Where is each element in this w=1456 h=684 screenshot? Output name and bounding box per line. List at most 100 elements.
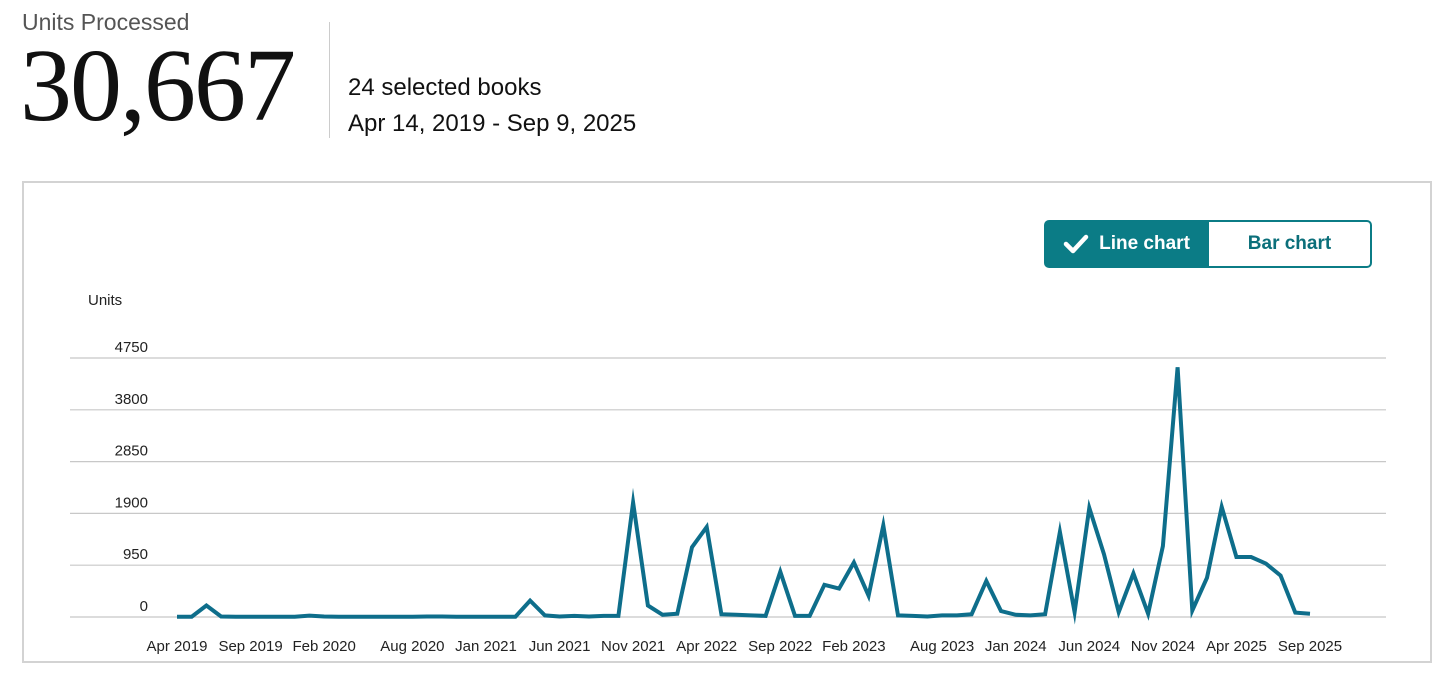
data-point: [1043, 612, 1047, 616]
data-point: [190, 615, 194, 619]
data-point: [734, 613, 738, 617]
x-tick-label: Apr 2022: [676, 638, 737, 655]
y-tick-label: 1900: [115, 494, 148, 511]
data-point: [249, 615, 253, 619]
data-point: [234, 615, 238, 619]
data-point: [1176, 365, 1180, 369]
data-point: [616, 614, 620, 618]
data-point: [867, 594, 871, 598]
data-point: [1131, 571, 1135, 575]
data-point: [572, 614, 576, 618]
data-point: [558, 615, 562, 619]
data-point: [366, 615, 370, 619]
data-point: [293, 615, 297, 619]
data-point: [1117, 610, 1121, 614]
data-point: [322, 615, 326, 619]
units-processed-total: 30,667: [20, 28, 296, 143]
data-point: [469, 615, 473, 619]
x-tick-label: Jan 2021: [455, 638, 517, 655]
data-point: [1249, 555, 1253, 559]
x-tick-label: Jun 2024: [1058, 638, 1120, 655]
y-tick-label: 4750: [115, 339, 148, 356]
data-point: [381, 615, 385, 619]
data-point: [793, 614, 797, 618]
y-tick-label: 3800: [115, 391, 148, 408]
y-tick-label: 950: [123, 546, 148, 563]
data-point: [690, 545, 694, 549]
data-point: [1190, 609, 1194, 613]
data-point: [705, 525, 709, 529]
data-point: [911, 614, 915, 618]
chart-type-toggle: Line chart Bar chart: [1044, 220, 1372, 268]
data-point: [1264, 562, 1268, 566]
data-point: [1058, 530, 1062, 534]
data-point: [837, 587, 841, 591]
bar-chart-label: Bar chart: [1247, 233, 1332, 254]
x-tick-label: Apr 2019: [147, 638, 208, 655]
x-tick-label: Aug 2023: [910, 638, 974, 655]
x-tick-label: Apr 2025: [1206, 638, 1267, 655]
date-range: Apr 14, 2019 - Sep 9, 2025: [348, 110, 637, 137]
x-tick-label: Sep 2019: [218, 638, 282, 655]
data-point: [219, 615, 223, 619]
data-point: [631, 501, 635, 505]
x-tick-label: Jan 2024: [985, 638, 1047, 655]
data-point: [675, 612, 679, 616]
data-point: [808, 614, 812, 618]
metric-label: Units Processed: [22, 9, 190, 35]
data-point: [484, 615, 488, 619]
data-point: [543, 613, 547, 617]
chart-panel: Line chart Bar chart Units 0 950 1900 2850 38…: [22, 181, 1432, 663]
data-point: [513, 615, 517, 619]
data-point: [1073, 610, 1077, 614]
x-tick-label: Aug 2020: [380, 638, 444, 655]
data-point: [425, 615, 429, 619]
y-tick-label: 0: [140, 598, 148, 615]
x-tick-label: Nov 2024: [1131, 638, 1195, 655]
data-point: [661, 613, 665, 617]
x-tick-label: Sep 2022: [748, 638, 812, 655]
data-point: [881, 523, 885, 527]
data-point: [940, 613, 944, 617]
data-point: [852, 561, 856, 565]
data-point: [1308, 612, 1312, 616]
data-point: [1279, 574, 1283, 578]
x-tick-label: Feb 2023: [822, 638, 885, 655]
data-point: [175, 615, 179, 619]
data-point: [1205, 576, 1209, 580]
data-point: [925, 615, 929, 619]
data-point: [602, 614, 606, 618]
data-point: [1087, 506, 1091, 510]
y-axis-label: Units: [88, 292, 122, 309]
data-point: [307, 614, 311, 618]
x-tick-label: Jun 2021: [529, 638, 591, 655]
data-point: [1102, 552, 1106, 556]
data-point: [440, 615, 444, 619]
data-point: [1293, 611, 1297, 615]
data-point: [263, 615, 267, 619]
data-point: [778, 570, 782, 574]
data-point: [587, 615, 591, 619]
data-point: [410, 615, 414, 619]
checkmark-icon: [1063, 234, 1089, 254]
data-point: [278, 615, 282, 619]
data-point: [822, 583, 826, 587]
bar-chart-button[interactable]: Bar chart: [1209, 220, 1372, 268]
data-point: [646, 604, 650, 608]
line-chart-button[interactable]: Line chart: [1044, 220, 1209, 268]
data-point: [1028, 613, 1032, 617]
data-point: [896, 613, 900, 617]
data-point: [1014, 613, 1018, 617]
data-point: [337, 615, 341, 619]
line-chart-label: Line chart: [1099, 233, 1190, 254]
data-point: [396, 615, 400, 619]
x-tick-label: Feb 2020: [292, 638, 355, 655]
data-point: [984, 579, 988, 583]
data-point: [764, 614, 768, 618]
data-point: [204, 604, 208, 608]
selected-books-count: 24 selected books: [348, 74, 542, 101]
data-point: [1161, 544, 1165, 548]
line-chart: Units 0 950 1900 2850 3800 4750 Apr 2019 Sep 201…: [70, 292, 1386, 655]
data-point: [499, 615, 503, 619]
y-tick-label: 2850: [115, 443, 148, 460]
